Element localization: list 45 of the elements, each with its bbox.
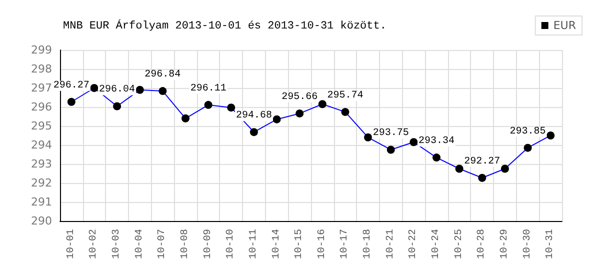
data-label: 293.85 xyxy=(510,126,546,138)
data-label: 296.11 xyxy=(190,83,226,94)
data-label: 296.04 xyxy=(99,84,136,96)
x-tick-label: 10-11 xyxy=(248,228,260,260)
x-tick-label: 10-07 xyxy=(157,228,168,260)
y-tick-label: 293 xyxy=(31,157,52,170)
x-tick-label: 10-09 xyxy=(202,228,214,260)
x-tick-label: 10-02 xyxy=(88,228,100,260)
chart-title: MNB EUR Árfolyam 2013-10-01 és 2013-10-31 között. xyxy=(63,18,386,32)
y-tick-label: 299 xyxy=(31,44,52,56)
data-label: 295.66 xyxy=(282,92,318,103)
x-tick-label: 10-28 xyxy=(476,228,488,260)
data-label: 296.84 xyxy=(144,70,181,81)
data-label: 292.27 xyxy=(464,156,500,168)
x-tick-label: 10-30 xyxy=(522,228,534,260)
x-tick-label: 10-31 xyxy=(545,228,556,260)
y-tick-label: 290 xyxy=(31,214,52,228)
x-tick-label: 10-18 xyxy=(362,228,374,260)
x-tick-label: 10-29 xyxy=(499,228,510,260)
y-tick-label: 297 xyxy=(31,82,52,94)
x-tick-label: 10-24 xyxy=(431,228,442,260)
data-label: 293.75 xyxy=(372,128,409,140)
x-tick-label: 10-14 xyxy=(271,228,282,260)
legend-label: EUR xyxy=(553,19,576,32)
x-tick-label: 10-15 xyxy=(294,228,306,260)
x-tick-label: 10-22 xyxy=(408,228,420,260)
data-label: 294.68 xyxy=(236,110,272,122)
y-tick-label: 298 xyxy=(31,62,52,76)
data-label: 293.34 xyxy=(418,136,455,148)
y-tick-label: 295 xyxy=(31,120,52,132)
x-tick-label: 10-25 xyxy=(454,228,465,260)
y-tick-label: 296 xyxy=(31,100,52,114)
y-tick-label: 292 xyxy=(31,176,52,190)
x-tick-label: 10-16 xyxy=(316,228,328,260)
y-tick-label: 291 xyxy=(31,195,52,208)
x-tick-label: 10-21 xyxy=(385,228,396,260)
x-tick-label: 10-10 xyxy=(226,228,237,260)
data-label: 295.74 xyxy=(327,90,364,102)
y-tick-label: 294 xyxy=(31,138,52,152)
x-tick-label: 10-03 xyxy=(112,228,123,260)
x-tick-label: 10-01 xyxy=(66,228,77,260)
x-tick-label: 10-08 xyxy=(180,228,191,260)
x-tick-label: 10-17 xyxy=(340,228,351,260)
data-label: 296.27 xyxy=(53,80,90,92)
x-tick-label: 10-04 xyxy=(134,228,146,260)
